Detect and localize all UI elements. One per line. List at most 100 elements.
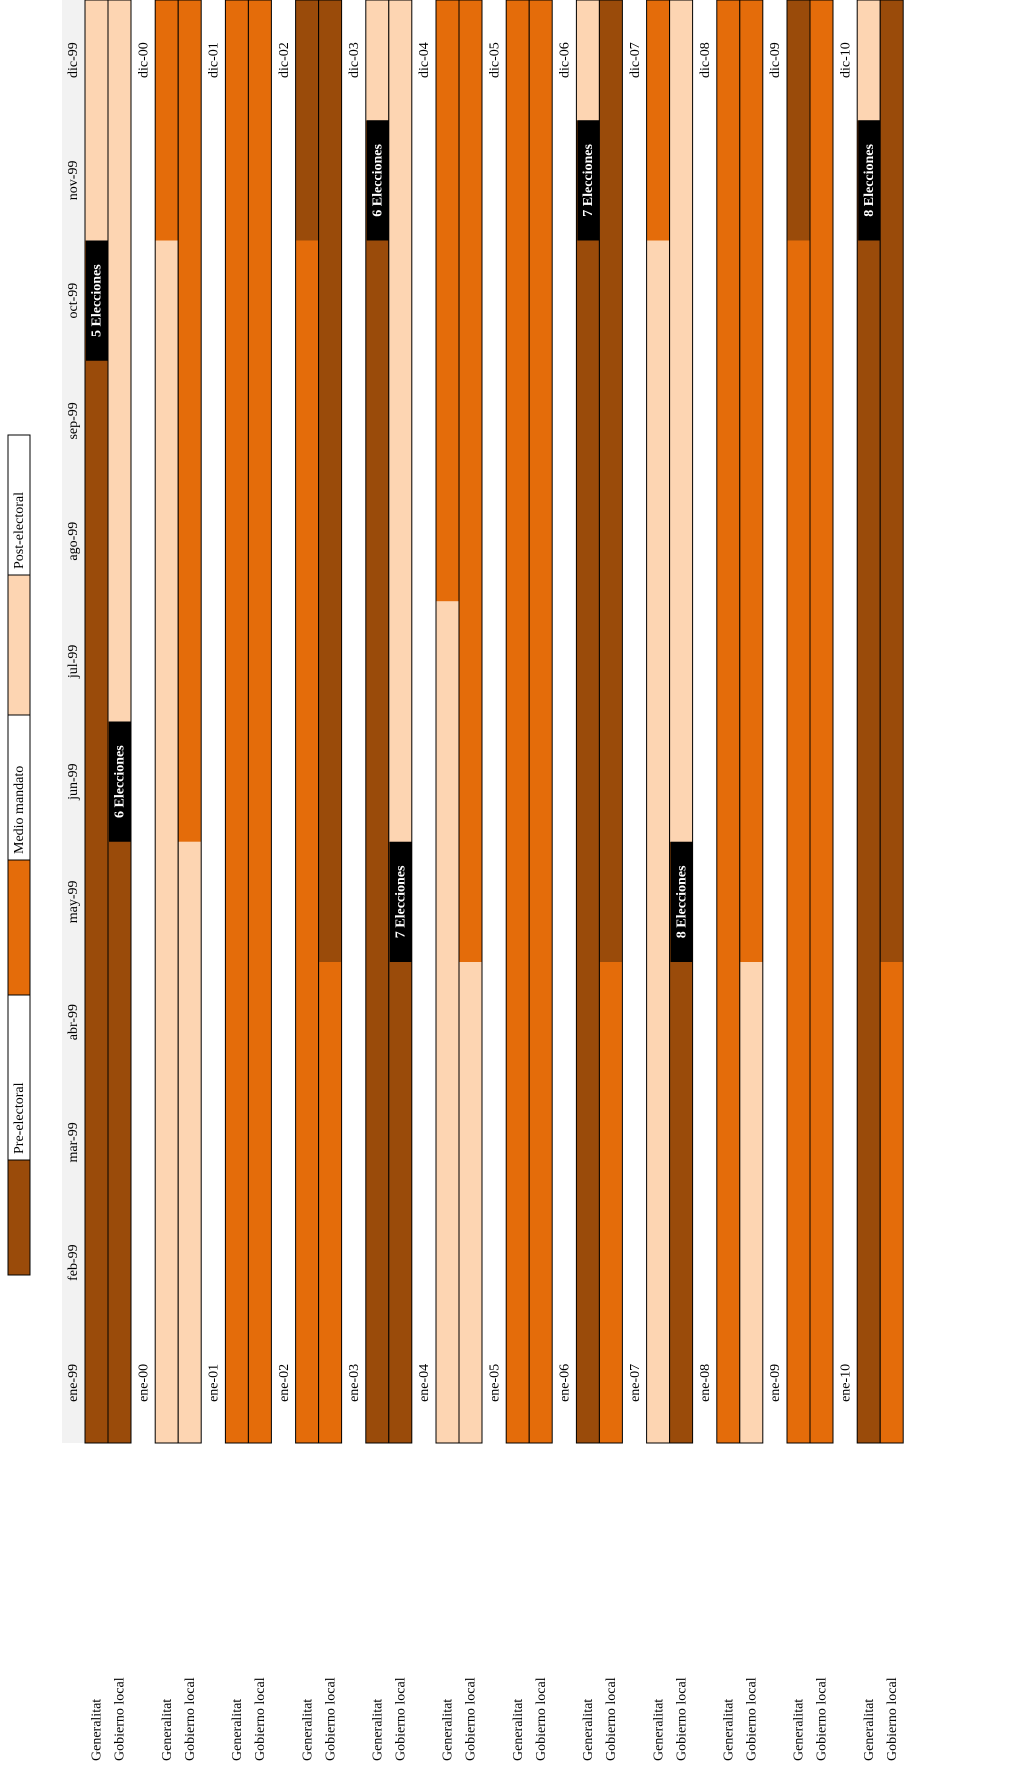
legend-label: Medio mandato [12,766,27,854]
election-box [577,120,600,241]
month-label: sep-99 [66,402,81,439]
legend-label: Pre-electoral [12,1082,27,1154]
month-label: dic-09 [768,42,783,78]
segment [248,0,272,1443]
month-label: dic-04 [417,42,432,78]
segment [85,0,108,241]
rotated-plot: Pre-electoral Medio mandato Post-electoral… [7,0,904,1761]
row-label: Generalitat [651,1699,666,1761]
segment [576,0,600,121]
month-label: dic-01 [207,42,222,78]
month-label: ene-05 [487,1364,502,1402]
row-label: Generalitat [371,1699,386,1761]
segment [155,240,179,1443]
legend-box [7,434,31,576]
month-label: ene-09 [768,1364,783,1402]
segment [459,0,482,962]
row-label: Gobierno local [885,1677,900,1761]
segment [787,240,810,1443]
month-label: dic-02 [277,42,292,78]
segment [599,962,623,1443]
row-label: Generalitat [792,1699,807,1761]
row-label: Gobierno local [394,1677,409,1761]
row-label: Generalitat [511,1699,526,1761]
row-label: Generalitat [300,1699,315,1761]
row-outline [669,0,694,1444]
segment [739,0,763,962]
legend-swatch [7,859,31,996]
month-label: ene-04 [417,1364,432,1402]
segment [787,0,810,241]
legend-label: Post-electoral [12,492,27,569]
month-label: feb-99 [66,1244,81,1281]
month-label: ene-02 [277,1364,292,1402]
segment [295,0,319,241]
month-label: nov-99 [66,161,81,201]
row-label: Gobierno local [323,1677,338,1761]
month-label: dic-03 [347,42,362,78]
row-outline [458,0,483,1444]
month-label: dic-08 [698,42,713,78]
election-box [389,841,412,962]
segment [529,0,553,1443]
month-label: ago-99 [66,522,81,561]
row-outline [879,0,904,1444]
election-label: 5 Elecciones [90,264,105,337]
election-box [670,841,693,962]
election-label: 8 Elecciones [862,143,877,216]
row-outline [388,0,413,1444]
row-label: Gobierno local [604,1677,619,1761]
row-label: Generalitat [722,1699,737,1761]
month-label: ene-07 [628,1364,643,1402]
month-label: ene-99 [66,1364,81,1402]
segment [669,841,693,1443]
election-box [109,721,131,842]
segment [108,0,131,722]
election-label: 7 Elecciones [581,143,596,216]
row-label: Generalitat [160,1699,175,1761]
segment [318,962,342,1443]
row-label: Generalitat [230,1699,245,1761]
row-label: Gobierno local [815,1677,830,1761]
row-label: Generalitat [90,1699,105,1761]
segment [646,240,670,1443]
segment [576,120,600,1443]
segment [880,962,904,1443]
month-label: ene-01 [207,1364,222,1402]
segment [365,0,389,121]
row-outline [318,0,343,1444]
month-label: ene-03 [347,1364,362,1402]
month-label: ene-00 [136,1364,151,1402]
row-label: Gobierno local [253,1677,268,1761]
month-label: ene-08 [698,1364,713,1402]
row-label: Gobierno local [674,1677,689,1761]
month-label: mar-99 [66,1122,81,1162]
segment [388,0,412,842]
row-label: Gobierno local [464,1677,479,1761]
segment [388,841,412,1443]
month-label: oct-99 [66,283,81,319]
segment [225,0,249,1443]
segment [739,962,763,1443]
row-outline [598,0,623,1444]
row-label: Generalitat [581,1699,596,1761]
row-label: Gobierno local [113,1677,128,1761]
month-label: dic-07 [628,42,643,78]
month-label: dic-99 [66,42,81,78]
election-box [86,240,108,361]
segment [669,0,693,842]
segment [857,120,881,1443]
month-label: ene-10 [838,1364,853,1402]
label-band [62,0,85,1443]
row-outline [177,0,202,1444]
legend-swatch [7,574,31,716]
election-label: 8 Elecciones [674,865,689,938]
election-box [858,120,881,241]
segment [155,0,179,241]
segment [436,601,459,1443]
segment [365,120,389,1443]
segment [716,0,740,1443]
month-label: abr-99 [66,1004,81,1040]
month-label: may-99 [66,880,81,923]
